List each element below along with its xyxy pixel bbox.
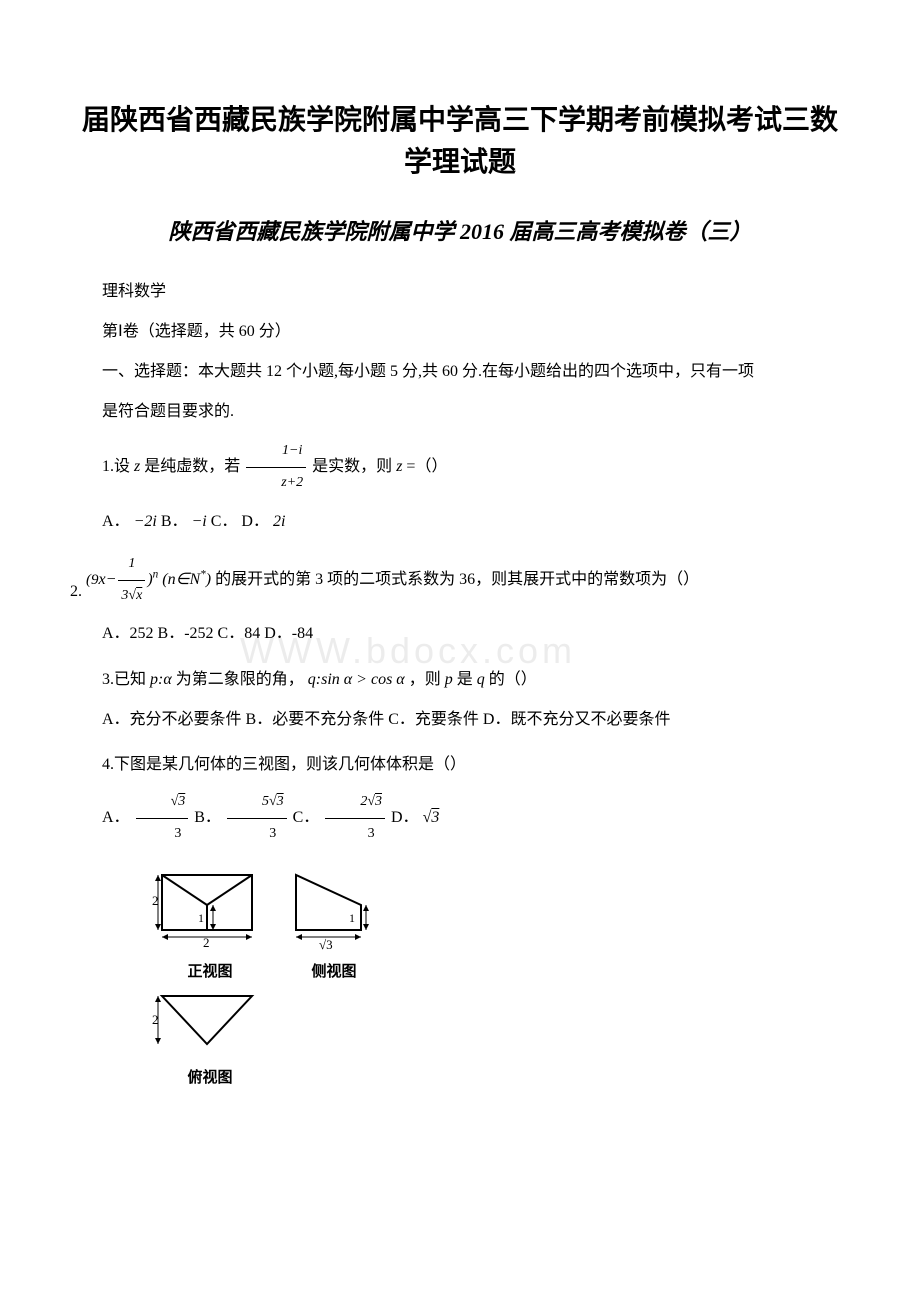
instructions-text: 一、选择题：本大题共 12 个小题,每小题 5 分,共 60 分.在每小题给出的… [70,356,754,388]
sub-title: 陕西省西藏民族学院附属中学 2016 届高三高考模拟卷（三） [70,214,850,246]
q2-n-var: n [168,571,176,588]
side-view-label: 侧视图 [284,960,384,981]
q1-text3: =（） [406,458,447,475]
q4-d-val: √3 [423,809,440,826]
q1-prefix: 1.设 [102,458,130,475]
dim-2-bottom: 2 [203,935,210,950]
question-4: 4.下图是某几何体的三视图，则该几何体体积是（） [70,747,850,782]
q4-a-num: √3 [136,787,189,819]
q2-frac-den: 3√x [118,581,145,612]
q1-z-var2: z [396,458,402,475]
dim-1-mid: 1 [198,911,204,925]
q3-text3: ，则 [409,671,441,688]
q1-opt-cd-label: C． D． [211,513,269,530]
q2-frac-num: 1 [118,549,145,581]
q3-q-expr: q:sin α > cos α [308,671,405,688]
front-view-label: 正视图 [150,960,270,981]
q1-opt-b-val: −i [192,513,207,530]
side-view-svg: 1 √3 [284,865,384,955]
front-view-svg: 2 1 2 [150,865,270,955]
q2-text1: 的展开式的第 3 项的二项式系数为 36，则其展开式中的常数项为（） [215,571,699,588]
q2-expr-minus: − [106,571,117,588]
top-view-block: 2 俯视图 [150,986,270,1087]
q1-fraction: 1−i z+2 [246,436,306,499]
dim-sqrt3: √3 [319,937,333,952]
q2-N: N [190,571,201,588]
q4-c-num: 2√3 [325,787,385,819]
q3-text2: 为第二象限的角， [176,671,304,688]
section-label: 第Ⅰ卷（选择题，共 60 分） [70,316,850,348]
q4-opt-c-label: C． [293,809,320,826]
q3-p-expr: p:α [150,671,172,688]
q1-text1: 是纯虚数，若 [144,458,240,475]
subject-label: 理科数学 [70,276,850,308]
question-1: 1.设 z 是纯虚数，若 1−i z+2 是实数，则 z =（） [70,436,850,499]
q4-c-den: 3 [325,819,385,850]
q4-opt-a-frac: √3 3 [136,787,189,850]
q4-opt-b-label: B． [194,809,221,826]
q4-options: A． √3 3 B． 5√3 3 C． 2√3 3 D． √3 [70,787,850,850]
q4-opt-d-label: D． [391,809,419,826]
dim-1-side: 1 [349,911,355,925]
question-3: 3.已知 p:α 为第二象限的角， q:sin α > cos α ，则 p 是… [70,662,850,697]
q1-opt-a-label: A． [102,513,130,530]
front-view-block: 2 1 2 正视图 [150,865,270,981]
q2-expr-sup: n [153,568,159,580]
side-view-block: 1 √3 侧视图 [284,865,384,981]
q4-opt-b-frac: 5√3 3 [227,787,287,850]
q1-frac-den: z+2 [246,468,306,499]
q2-fraction: 1 3√x [118,549,145,612]
q4-b-den: 3 [227,819,287,850]
q3-options: A．充分不必要条件 B．必要不充分条件 C．充要条件 D．既不充分又不必要条件 [70,702,850,737]
three-view-diagram: 2 1 2 正视图 1 [150,865,850,1087]
q3-p-var: p [445,671,453,688]
question-2: 2. (9x− 1 3√x )n (n∈N*) 的展开式的第 3 项的二项式系数… [70,549,850,612]
q1-text2: 是实数，则 [312,458,392,475]
q4-opt-c-frac: 2√3 3 [325,787,385,850]
top-view-label: 俯视图 [150,1066,270,1087]
top-view-svg: 2 [150,986,270,1061]
q2-paren-close: ) [206,571,211,588]
q4-b-num: 5√3 [227,787,287,819]
q1-options: A． −2i B． −i C． D． 2i [70,504,850,539]
q1-z-var: z [134,458,140,475]
main-title: 届陕西省西藏民族学院附属中学高三下学期考前模拟考试三数学理试题 [70,100,850,184]
q2-options: A．252 B．-252 C．84 D．-84 [70,616,850,651]
q1-opt-d-val: 2i [273,513,285,530]
instructions-cont: 是符合题目要求的. [70,396,850,428]
q2-in-sym: ∈ [176,571,190,588]
q4-a-den: 3 [136,819,189,850]
q2-expr-open: (9 [86,572,99,588]
q4-opt-a-label: A． [102,809,130,826]
q3-text4: 是 [457,671,473,688]
q2-expr-x: x [99,571,106,588]
q2-prefix: 2. [70,583,82,600]
q1-opt-b-label: B． [161,513,188,530]
q3-q-var: q [477,671,485,688]
q1-frac-num: 1−i [246,436,306,468]
q3-text5: 的（） [489,671,537,688]
q1-opt-a-val: −2i [134,513,157,530]
instructions: 一、选择题：本大题共 12 个小题,每小题 5 分,共 60 分.在每小题给出的… [70,356,850,388]
q3-text1: 3.已知 [102,671,146,688]
